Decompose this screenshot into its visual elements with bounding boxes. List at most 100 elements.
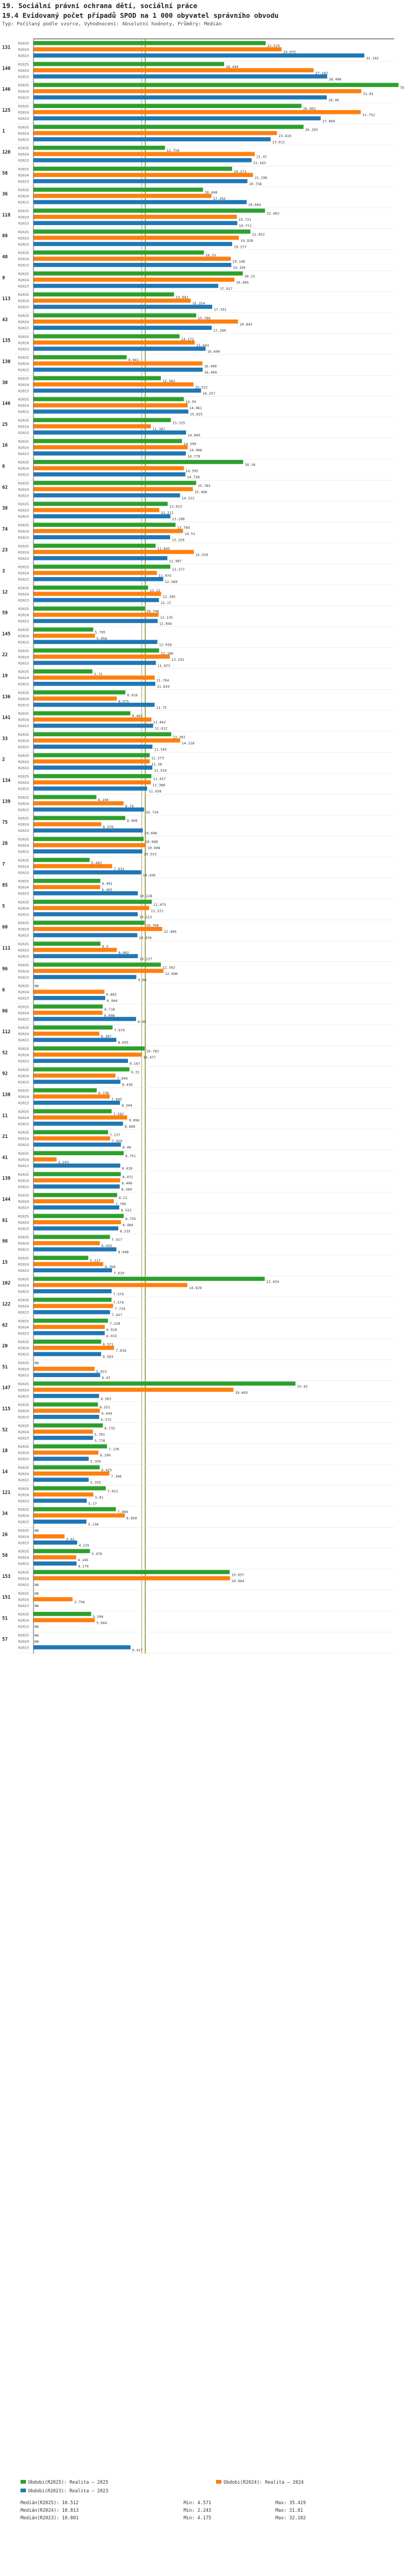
year-label-2024: R2024 <box>18 823 29 827</box>
value-label-2024: 6.576 <box>103 825 114 829</box>
value-label-2024: 27.182 <box>315 71 328 75</box>
value-label-2023: 17.341 <box>214 308 227 312</box>
value-label-2024: 7.818 <box>116 1348 126 1353</box>
year-label-2024: R2024 <box>18 299 29 303</box>
bar-2023 <box>33 1373 100 1377</box>
na-label: NA <box>35 1361 39 1365</box>
year-label-2025: R2025 <box>18 1361 29 1365</box>
bar-2023 <box>33 1163 120 1168</box>
year-label-2023: R2023 <box>18 912 29 917</box>
value-label-2023: 11.873 <box>158 663 171 668</box>
year-label-2024: R2024 <box>18 592 29 596</box>
year-label-2023: R2023 <box>18 933 29 938</box>
group-label: 40 <box>2 255 8 260</box>
group-label: 62 <box>2 485 8 490</box>
value-label-2023: 12.987 <box>169 559 182 563</box>
group-label: 136 <box>2 694 10 700</box>
year-label-2023: R2023 <box>18 829 29 833</box>
bar-2025 <box>33 648 159 653</box>
value-label-2024: 31.81 <box>363 92 374 96</box>
value-label-2023: 8.394 <box>122 1103 132 1108</box>
value-label-2024: 8.858 <box>126 1516 137 1521</box>
value-label-2024: 7.405 <box>111 1097 122 1102</box>
bar-2023 <box>33 682 156 686</box>
year-label-2023: R2023 <box>18 96 29 100</box>
year-label-2024: R2024 <box>18 445 29 450</box>
year-label-2023: R2023 <box>18 1562 29 1566</box>
value-label-2023: 15.025 <box>190 412 203 417</box>
value-label-2025: 11.273 <box>151 756 164 760</box>
year-label-2025: R2025 <box>18 104 29 109</box>
year-label-2023: R2023 <box>18 1017 29 1021</box>
bar-2023 <box>33 242 232 246</box>
bar-2024 <box>33 1534 65 1538</box>
group-label: 12 <box>2 589 8 595</box>
bar-2024 <box>33 508 160 512</box>
bar-2024 <box>33 424 151 429</box>
year-label-2025: R2025 <box>18 1423 29 1428</box>
year-label-2023: R2023 <box>18 850 29 854</box>
bar-2025 <box>33 1214 124 1218</box>
year-label-2023: R2023 <box>18 1311 29 1315</box>
group-label: 96 <box>2 967 8 972</box>
title-block: 19. Sociální právní ochrana dětí, sociál… <box>2 1 403 28</box>
value-label-2024: 6.883 <box>106 993 117 997</box>
value-label-2025: 19.271 <box>234 170 247 174</box>
bar-2025 <box>33 941 101 946</box>
year-label-2024: R2024 <box>18 1074 29 1078</box>
value-label-2025: 8.12 <box>119 1196 127 1200</box>
min-2023-text: Min: 4.175 <box>184 2516 212 2521</box>
value-label-2024: 2.243 <box>58 1160 69 1164</box>
bar-2024 <box>33 1576 230 1581</box>
year-label-2023: R2023 <box>18 1080 29 1084</box>
value-label-2024: 8.406 <box>122 1181 132 1185</box>
value-label-2023: 12.018 <box>159 643 172 647</box>
bar-2023 <box>33 1247 117 1252</box>
year-label-2023: R2023 <box>18 1541 29 1545</box>
group-label: 146 <box>2 87 10 92</box>
bar-2025 <box>33 753 150 757</box>
value-label-2023: 12.589 <box>165 580 178 584</box>
year-label-2024: R2024 <box>18 613 29 618</box>
bar-2025 <box>33 208 265 213</box>
year-label-2025: R2025 <box>18 1214 29 1218</box>
group-label: 41 <box>2 1155 8 1161</box>
value-label-2024: 11.388 <box>152 783 165 788</box>
value-label-2025: 10.782 <box>146 1049 159 1054</box>
group-label: 120 <box>2 150 10 155</box>
year-label-2023: R2023 <box>18 996 29 1001</box>
bar-2024 <box>33 571 157 575</box>
value-label-2025: 20.34 <box>245 463 255 467</box>
bar-2024 <box>33 1178 120 1183</box>
bar-2025 <box>33 1570 230 1574</box>
year-label-2024: R2024 <box>18 425 29 429</box>
group-label: 15 <box>2 1260 8 1265</box>
year-label-2024: R2024 <box>18 466 29 471</box>
bar-2023 <box>33 1540 77 1545</box>
year-label-2023: R2023 <box>18 1122 29 1126</box>
bar-2025 <box>33 585 148 590</box>
year-label-2025: R2025 <box>18 1298 29 1303</box>
year-label-2025: R2025 <box>18 481 29 485</box>
year-label-2024: R2024 <box>18 236 29 240</box>
bar-2024 <box>33 1408 100 1413</box>
bar-2023 <box>33 514 171 519</box>
bar-2025 <box>33 1277 265 1281</box>
group-label: 125 <box>2 108 10 113</box>
bar-2024 <box>33 528 183 533</box>
value-label-2024: 6.918 <box>106 1327 117 1332</box>
year-label-2023: R2023 <box>18 1059 29 1063</box>
year-label-2025: R2025 <box>18 523 29 527</box>
bar-2025 <box>33 250 204 255</box>
bar-2023 <box>33 1184 120 1189</box>
year-label-2024: R2024 <box>18 927 29 932</box>
year-label-2024: R2024 <box>18 1367 29 1372</box>
na-label: NA <box>35 1625 39 1629</box>
bar-2023 <box>33 451 186 456</box>
bar-2024 <box>33 1555 77 1560</box>
value-label-2025: 12.362 <box>163 965 176 970</box>
bar-2023 <box>33 744 153 749</box>
year-label-2023: R2023 <box>18 640 29 645</box>
value-label-2024: 8.489 <box>123 1223 133 1227</box>
